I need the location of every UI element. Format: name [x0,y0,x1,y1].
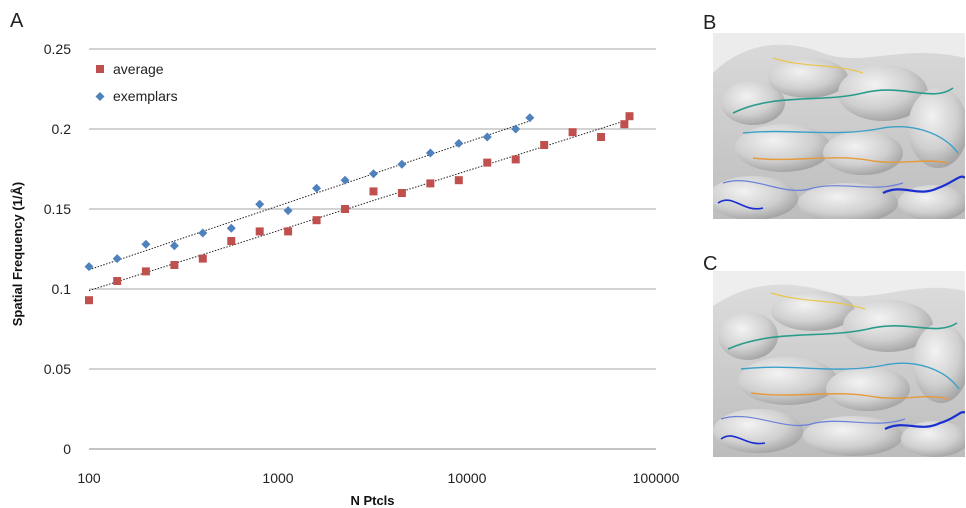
data-points [84,112,634,305]
point-average [397,189,406,197]
y-tick-label: 0.15 [44,201,71,217]
trendline-exemplars [88,120,530,271]
point-average [568,128,577,137]
point-exemplars [198,228,208,238]
point-exemplars [141,239,151,249]
point-average [511,155,520,164]
point-average [198,254,207,263]
point-average [141,267,150,276]
point-exemplars [84,262,94,272]
point-exemplars [169,241,179,251]
legend-marker-average [96,65,104,73]
point-average [113,277,122,285]
point-average [625,112,634,121]
y-tick-label: 0.2 [52,121,72,137]
point-exemplars [454,138,464,148]
panel-label-c: C [703,253,718,275]
panel-label-b: B [703,12,717,34]
point-average [312,216,321,225]
density-map-c-svg [713,271,965,457]
legend-marker-exemplars [95,92,105,101]
legend: average exemplars [95,61,178,104]
density-map-image-c [713,271,965,457]
density-map-image-b [713,33,965,219]
point-average [369,187,378,196]
point-average [255,227,264,236]
x-tick-label: 1000 [262,470,293,486]
point-average [454,176,463,185]
density-map-b-svg [713,33,965,219]
point-exemplars [368,169,378,179]
point-average [227,237,236,245]
trendline-average [88,118,630,292]
y-tick-label: 0.1 [52,281,72,297]
point-exemplars [312,183,322,193]
point-average [540,141,549,149]
y-tick-label: 0.25 [44,41,71,57]
point-exemplars [397,159,407,169]
point-average [620,120,629,129]
point-exemplars [255,199,265,209]
point-exemplars [226,223,236,233]
point-exemplars [482,132,492,142]
point-exemplars [112,254,122,264]
tick-labels: 0 0.05 0.1 0.15 0.2 0.25 100 1000 10000 100000 [44,41,680,486]
y-axis-title: Spatial Frequency (1/Å) [10,182,25,326]
y-tick-label: 0.05 [44,361,71,377]
panel-label-a: A [10,10,24,32]
x-tick-label: 100000 [633,470,680,486]
point-exemplars [425,148,435,158]
legend-label-average: average [113,61,164,77]
x-tick-label: 10000 [448,470,487,486]
x-tick-label: 100 [77,470,101,486]
point-exemplars [511,124,521,134]
point-average [284,227,293,236]
trendlines [88,118,630,292]
point-exemplars [525,113,535,123]
y-tick-label: 0 [63,441,71,457]
point-exemplars [283,206,293,216]
point-exemplars [340,175,350,185]
legend-label-exemplars: exemplars [113,88,178,104]
point-average [85,296,93,305]
point-average [426,179,435,188]
grid-lines [89,48,656,450]
point-average [170,261,179,269]
x-axis-title: N Ptcls [350,493,394,508]
point-average [341,205,350,213]
resolution-chart: 0 0.05 0.1 0.15 0.2 0.25 100 1000 10000 100000 N … [10,41,680,508]
point-average [483,158,492,167]
point-average [597,133,606,141]
